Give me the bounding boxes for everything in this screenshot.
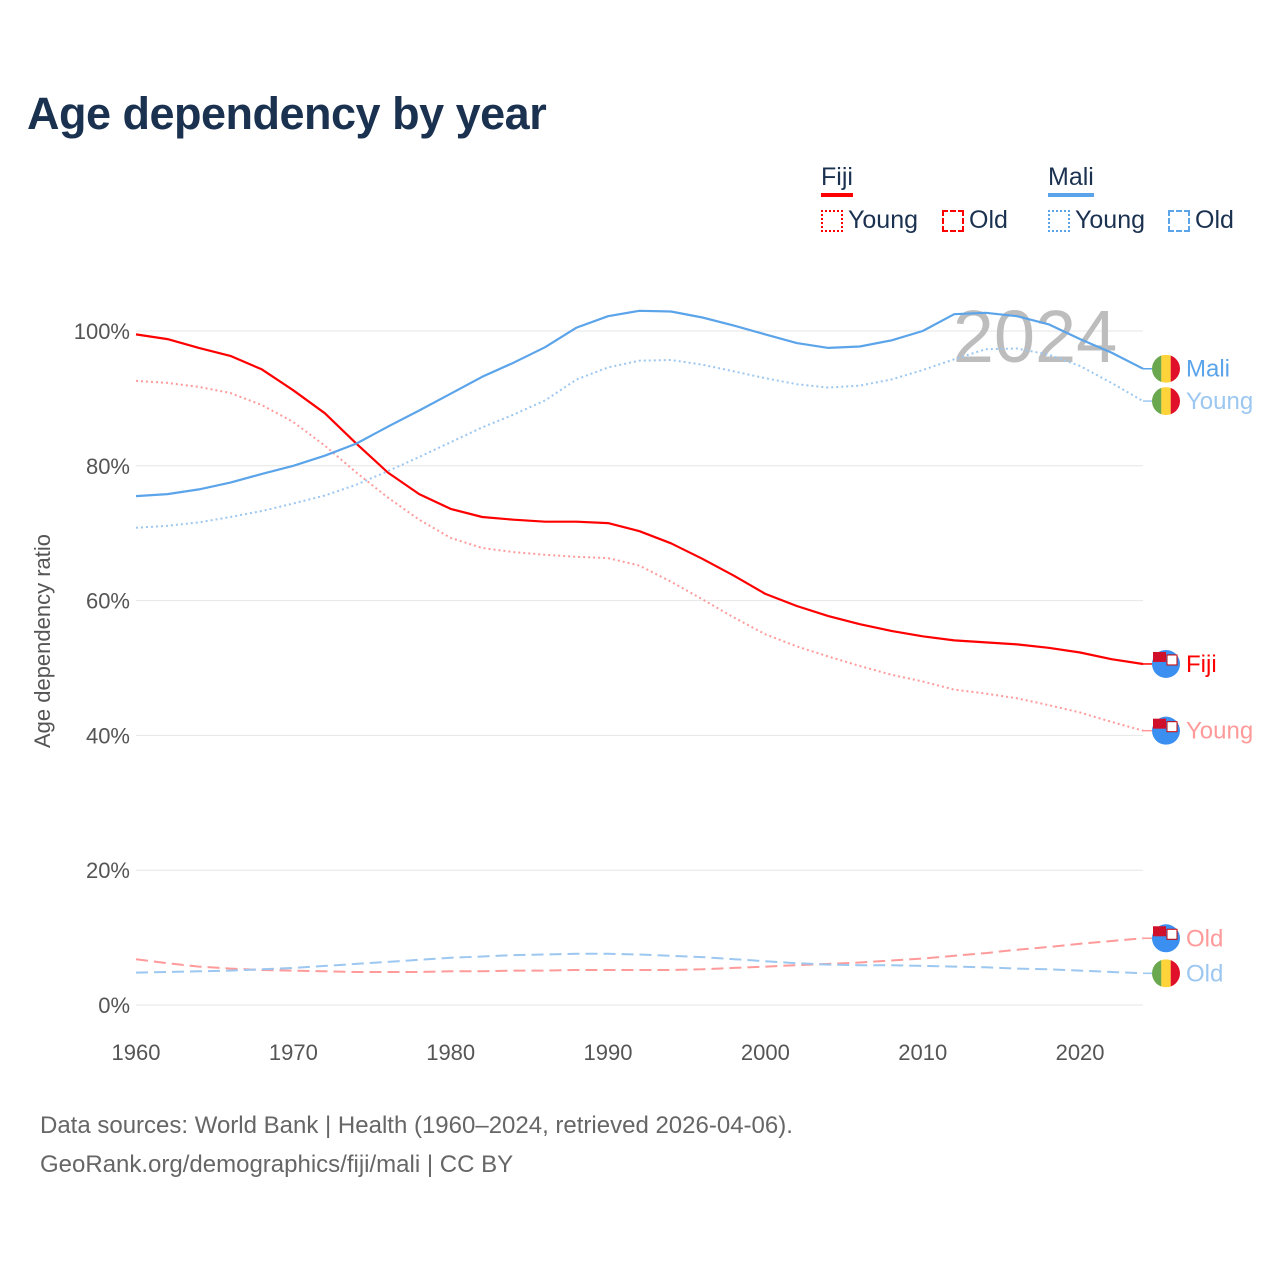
legend-swatch-dashed <box>1168 209 1190 232</box>
legend-item-fiji-young[interactable]: Young <box>821 206 918 235</box>
legend-item-mali-young[interactable]: Young <box>1048 206 1145 235</box>
x-tick-label: 1960 <box>112 1040 161 1065</box>
mali-flag-icon <box>1152 354 1180 383</box>
flag-stripe <box>1152 387 1162 416</box>
series-line-mali-young <box>135 347 1144 529</box>
series-line-fiji <box>135 333 1144 666</box>
fiji-flag-icon <box>1152 716 1180 745</box>
legend-label: Old <box>969 206 1008 234</box>
flag-stripe <box>1152 959 1162 988</box>
flag-stripe <box>1161 354 1171 383</box>
series-lines <box>135 309 1144 975</box>
end-label: Old <box>1186 960 1223 987</box>
legend-label: Old <box>1195 206 1234 234</box>
flag-shield <box>1166 928 1178 940</box>
legend-item-mali-old[interactable]: Old <box>1168 206 1234 235</box>
x-tick-label: 2010 <box>898 1040 947 1065</box>
legend-swatch-dotted <box>1048 209 1070 232</box>
x-tick-label: 1970 <box>269 1040 318 1065</box>
series-line-fiji-old <box>135 937 1144 973</box>
end-label: Mali <box>1186 356 1230 383</box>
x-tick-label: 1990 <box>584 1040 633 1065</box>
series-line-mali <box>135 309 1144 498</box>
flag-canton <box>1153 651 1166 662</box>
footer: Data sources: World Bank | Health (1960–… <box>40 1106 793 1184</box>
grid: 0% 20% 40% 60% 80% 100% 1960 1970 1980 1990 2000 20… <box>74 319 1143 1065</box>
end-label: Young <box>1186 718 1253 745</box>
legend-swatch-solid <box>821 193 853 197</box>
flag-stripe <box>1170 354 1180 383</box>
fiji-flag-icon <box>1152 924 1180 953</box>
y-tick-label: 60% <box>86 589 130 614</box>
legend-swatch-dashed <box>942 209 964 232</box>
legend-swatch-dotted <box>821 209 843 232</box>
data-sources: Data sources: World Bank | Health (1960–… <box>40 1112 793 1139</box>
series-line-mali-old <box>135 952 1144 975</box>
y-tick-label: 20% <box>86 858 130 883</box>
chart-title: Age dependency by year <box>27 88 547 139</box>
end-label: Fiji <box>1186 651 1217 678</box>
flag-stripe <box>1161 387 1171 416</box>
legend-swatch-solid <box>1048 193 1094 197</box>
end-label: Young <box>1186 388 1253 415</box>
x-tick-label: 2020 <box>1056 1040 1105 1065</box>
mali-flag-icon <box>1152 959 1180 988</box>
legend-country-fiji[interactable]: Fiji <box>821 163 853 197</box>
y-tick-label: 40% <box>86 723 130 748</box>
legend-label: Young <box>848 206 918 234</box>
flag-stripe <box>1152 354 1162 383</box>
x-tick-label: 2000 <box>741 1040 790 1065</box>
source-link[interactable]: GeoRank.org/demographics/fiji/mali | CC … <box>40 1151 514 1178</box>
legend-country-mali[interactable]: Mali <box>1048 163 1094 197</box>
mali-flag-icon <box>1152 387 1180 416</box>
year-watermark: 2024 <box>953 295 1118 378</box>
end-label: Old <box>1186 925 1223 952</box>
y-tick-label: 80% <box>86 454 130 479</box>
y-tick-label: 100% <box>74 319 130 344</box>
x-tick-label: 1980 <box>426 1040 475 1065</box>
flag-stripe <box>1170 959 1180 988</box>
fiji-flag-icon <box>1152 649 1180 678</box>
series-line-fiji-young <box>135 379 1144 732</box>
legend-country-label: Mali <box>1048 163 1094 191</box>
end-labels: Fiji Young Old Mali Young Old <box>1143 354 1253 988</box>
flag-shield <box>1166 721 1178 733</box>
flag-canton <box>1153 718 1166 729</box>
legend-country-label: Fiji <box>821 163 853 191</box>
flag-stripe <box>1170 387 1180 416</box>
flag-canton <box>1153 926 1166 937</box>
legend-item-fiji-old[interactable]: Old <box>942 206 1008 235</box>
flag-stripe <box>1161 959 1171 988</box>
y-axis-label: Age dependency ratio <box>30 534 55 748</box>
legend-label: Young <box>1075 206 1145 234</box>
y-tick-label: 0% <box>98 993 130 1018</box>
flag-shield <box>1166 654 1178 666</box>
